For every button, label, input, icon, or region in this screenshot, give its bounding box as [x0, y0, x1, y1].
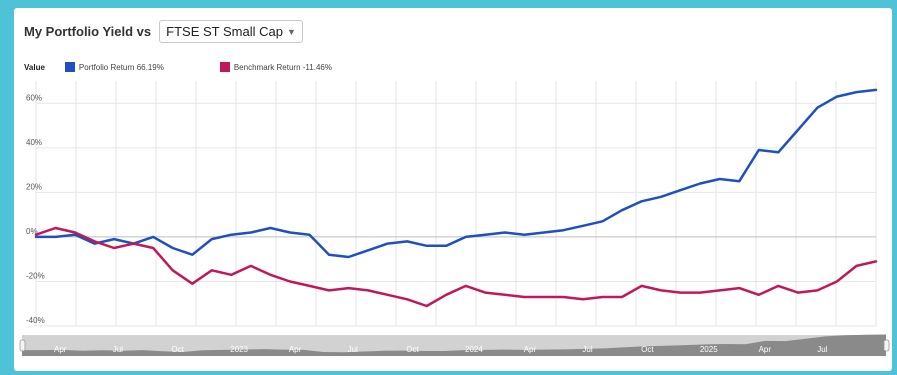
- navigator-label: Jul: [582, 345, 592, 354]
- navigator-label: Oct: [171, 345, 184, 354]
- navigator-label: 2025: [700, 345, 718, 354]
- navigator-label: Apr: [54, 345, 67, 354]
- chart-panel: 60% 40% 20% 0% -20% -40% Apr Jul Oct 2023 Apr Jul Oc…: [14, 8, 892, 371]
- series-line-portfolio: [34, 88, 878, 259]
- navigator-label: Jul: [817, 345, 827, 354]
- chart-header: My Portfolio Yield vs FTSE ST Small Cap …: [24, 20, 303, 43]
- legend-swatch-benchmark: [219, 62, 230, 72]
- legend: Value Portfolio Return 66.19% Benchmark …: [24, 62, 388, 72]
- navigator-label: Oct: [641, 345, 654, 354]
- y-tick-label: 60%: [26, 93, 42, 102]
- navigator-label: Jul: [113, 345, 123, 354]
- y-tick-label: 20%: [26, 182, 42, 191]
- legend-label: Value: [24, 62, 45, 72]
- navigator-label: Apr: [524, 345, 537, 354]
- navigator-label: Oct: [406, 345, 419, 354]
- navigator-area: [22, 334, 886, 356]
- navigator-label: Apr: [289, 345, 302, 354]
- benchmark-dropdown[interactable]: FTSE ST Small Cap ▼: [159, 20, 303, 43]
- y-tick-label: 40%: [26, 138, 42, 147]
- legend-item-benchmark[interactable]: Benchmark Return -11.46%: [219, 62, 332, 72]
- legend-text-portfolio: Portfolio Return 66.19%: [78, 62, 164, 72]
- navigator-handle-left[interactable]: [19, 339, 26, 352]
- legend-item-portfolio[interactable]: Portfolio Return 66.19%: [64, 62, 164, 72]
- navigator-label: Jul: [348, 345, 358, 354]
- benchmark-selected-value: FTSE ST Small Cap: [166, 24, 283, 39]
- navigator-label: Apr: [759, 345, 772, 354]
- series-line-benchmark: [34, 226, 878, 308]
- legend-swatch-portfolio: [64, 62, 75, 72]
- legend-text-benchmark: Benchmark Return -11.46%: [233, 62, 332, 72]
- navigator-handle-right[interactable]: [883, 339, 890, 352]
- navigator-label: 2023: [230, 345, 248, 354]
- y-tick-label: -40%: [26, 316, 45, 325]
- navigator-label: 2024: [465, 345, 483, 354]
- y-tick-label: -20%: [26, 271, 45, 280]
- y-tick-label: 0%: [26, 227, 38, 236]
- line-chart: 60% 40% 20% 0% -20% -40% Apr Jul Oct 2023 Apr Jul Oc…: [19, 81, 890, 356]
- chevron-down-icon: ▼: [286, 26, 296, 37]
- chart-heading: My Portfolio Yield vs: [24, 24, 152, 39]
